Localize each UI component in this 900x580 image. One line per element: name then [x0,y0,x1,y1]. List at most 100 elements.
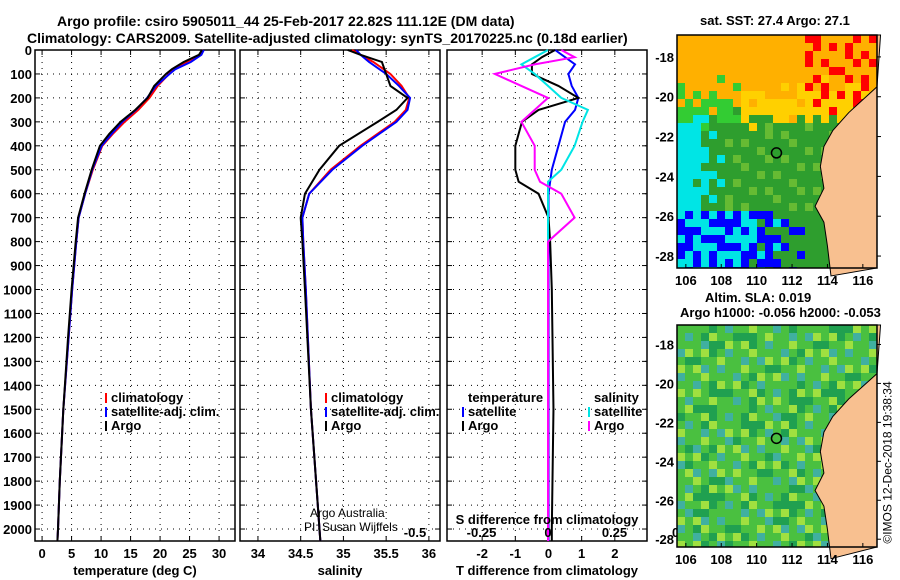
map-cell [701,99,709,107]
map-cell [813,349,821,357]
map-cell [701,397,709,405]
map-cell [789,501,797,509]
map-cell [805,123,813,131]
map-cell [797,477,805,485]
map-cell [797,131,805,139]
map-cell [797,43,805,51]
map-cell [733,171,741,179]
map-cell [749,501,757,509]
map-cell [773,349,781,357]
map-cell [805,397,813,405]
map-cell [781,107,789,115]
map-cell [773,123,781,131]
map-cell [797,147,805,155]
map-cell [757,517,765,525]
map-cell [701,75,709,83]
map-cell [741,357,749,365]
map-cell [709,509,717,517]
map-cell [733,413,741,421]
map-cell [757,349,765,357]
map-cell [685,59,693,67]
map-cell [701,437,709,445]
map-cell [845,43,853,51]
map-cell [773,493,781,501]
map-cell [741,107,749,115]
map-cell [685,51,693,59]
map-cell [829,325,837,333]
map-cell [789,461,797,469]
map-cell [725,365,733,373]
y-tick-label: 1300 [3,354,32,369]
map-cell [765,131,773,139]
map-cell [749,397,757,405]
map-cell [757,341,765,349]
map-cell [797,469,805,477]
map-cell [797,251,805,259]
map-cell [693,259,701,267]
map-cell [829,35,837,43]
map-cell [749,389,757,397]
map-cell [685,357,693,365]
map-cell [693,325,701,333]
map-cell [749,421,757,429]
map-cell [701,67,709,75]
sla-map [676,324,882,560]
y-tick-label: 1000 [3,283,32,298]
map-cell [765,211,773,219]
map-cell [741,75,749,83]
map-cell [789,59,797,67]
map-cell [765,397,773,405]
map-cell [725,533,733,541]
map-cell [789,35,797,43]
map-cell [789,107,797,115]
map-cell [805,43,813,51]
map-cell [781,187,789,195]
map-cell [749,235,757,243]
map-cell [749,405,757,413]
map-cell [749,493,757,501]
map-cell [781,139,789,147]
map-cell [741,325,749,333]
map-cell [709,517,717,525]
map-cell [717,91,725,99]
map-cell [837,365,845,373]
map-cell [869,51,877,59]
map-cell [693,341,701,349]
map-cell [717,509,725,517]
map-cell [789,541,797,547]
map-cell [701,517,709,525]
map-cell [829,75,837,83]
map-cell [757,187,765,195]
map-cell [685,437,693,445]
map-cell [733,469,741,477]
map-cell [741,437,749,445]
map-cell [797,509,805,517]
map-cell [837,99,845,107]
map-cell [693,219,701,227]
map-cell [749,477,757,485]
map-cell [781,325,789,333]
map-cell [717,75,725,83]
map-cell [765,155,773,163]
map-cell [829,99,837,107]
map-cell [781,219,789,227]
map-cell [749,243,757,251]
map-cell [837,381,845,389]
map-cell [757,429,765,437]
map-cell [741,493,749,501]
map-cell [765,91,773,99]
map-cell [701,477,709,485]
map-cell [869,59,877,67]
map-cell [677,389,685,397]
map-cell [733,251,741,259]
map-cell [765,373,773,381]
map-cell [781,509,789,517]
map-cell [709,179,717,187]
map-cell [701,333,709,341]
map-cell [805,163,813,171]
map-cell [749,107,757,115]
map-cell [717,501,725,509]
map-cell [725,477,733,485]
map-cell [741,259,749,267]
map-cell [869,341,877,349]
